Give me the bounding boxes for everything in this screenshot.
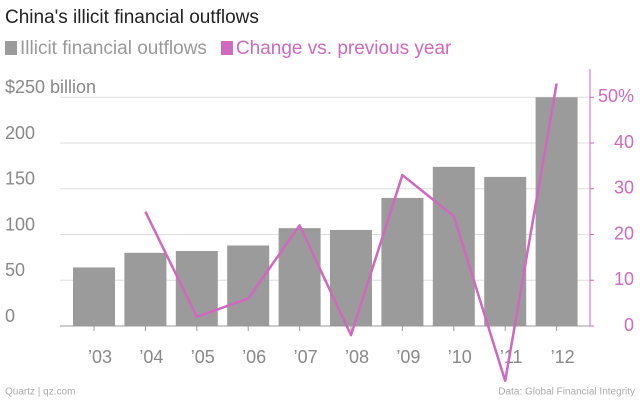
- y-tick-label: 50: [5, 260, 25, 280]
- legend-label: Change vs. previous year: [236, 38, 452, 59]
- x-tick-label: ’11: [500, 347, 523, 367]
- bar: [278, 228, 321, 326]
- x-tick-label: ’03: [88, 347, 112, 367]
- bar: [124, 252, 167, 326]
- credit: Quartz | qz.com: [5, 387, 75, 398]
- y2-tick-label: 10: [614, 269, 634, 289]
- bar: [227, 245, 270, 326]
- bar: [432, 166, 475, 326]
- line: [144, 83, 558, 383]
- x-tick-label: ’04: [139, 347, 163, 367]
- bar: [484, 176, 527, 326]
- source: Data: Global Financial Integrity: [498, 387, 635, 398]
- y-tick-label: 150: [5, 169, 35, 189]
- y-tick-label: 200: [5, 123, 35, 143]
- bar: [330, 229, 372, 326]
- x-tick-label: ’09: [396, 347, 420, 367]
- legend-swatch: [5, 41, 17, 55]
- legend-label: Illicit financial outflows: [20, 38, 207, 59]
- x-tick-label: ’08: [345, 347, 369, 367]
- bar: [535, 97, 578, 326]
- y2-tick-label: 40: [614, 132, 634, 152]
- chart-title: China's illicit financial outflows: [5, 7, 259, 28]
- bar: [73, 267, 115, 326]
- y2-tick-label: 20: [614, 223, 634, 243]
- y2-tick-label: 50%: [598, 86, 634, 106]
- y-tick-label: 0: [5, 306, 15, 326]
- x-tick-label: ’06: [242, 347, 266, 367]
- x-tick-label: ’07: [294, 347, 318, 367]
- legend-swatch: [220, 41, 233, 55]
- y2-tick-label: 0: [624, 315, 634, 335]
- x-tick-label: ’12: [551, 347, 575, 367]
- x-tick-label: ’10: [448, 347, 472, 367]
- y-tick-label: 100: [5, 214, 35, 234]
- x-tick-label: ’05: [191, 347, 215, 367]
- y2-tick-label: 30: [614, 178, 634, 198]
- y-tick-label: $250 billion: [5, 77, 96, 97]
